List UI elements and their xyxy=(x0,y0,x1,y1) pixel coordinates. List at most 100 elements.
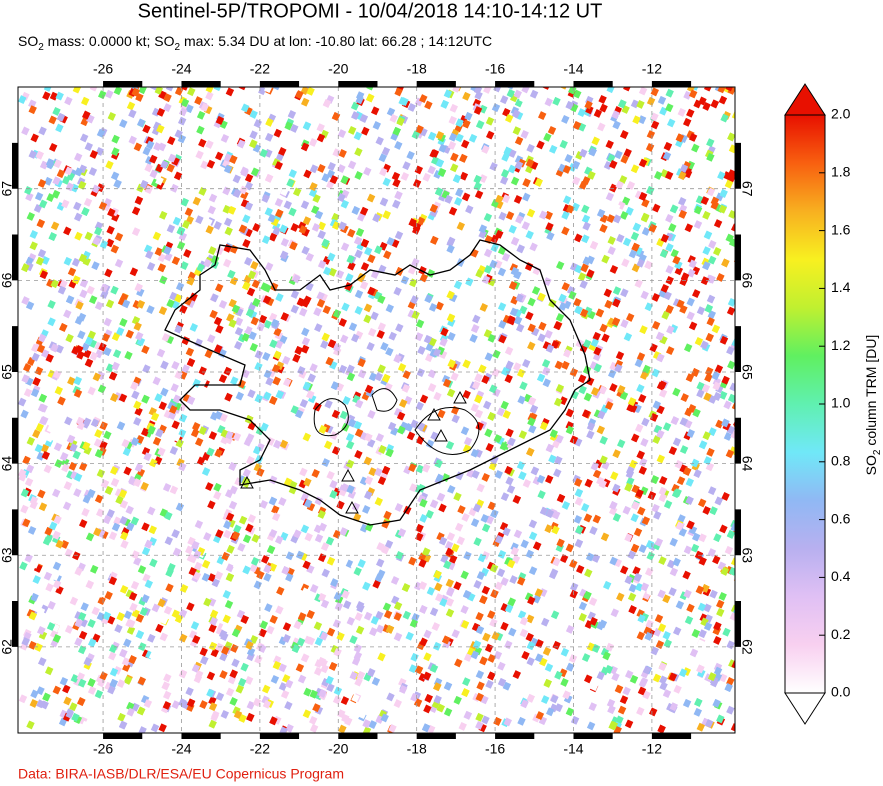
pixel xyxy=(270,318,280,328)
pixel xyxy=(574,497,584,506)
pixel xyxy=(481,375,490,385)
pixel xyxy=(359,113,368,123)
pixel xyxy=(353,651,363,661)
pixel xyxy=(481,472,490,482)
pixel xyxy=(353,566,362,576)
pixel xyxy=(556,493,566,503)
pixel xyxy=(23,686,33,696)
pixel xyxy=(629,674,639,684)
pixel xyxy=(321,458,330,468)
pixel xyxy=(264,173,274,183)
pixel xyxy=(147,425,156,435)
pixel xyxy=(160,387,169,397)
pixel xyxy=(149,458,158,468)
pixel xyxy=(113,179,122,189)
pixel xyxy=(516,244,525,254)
pixel xyxy=(438,143,447,153)
pixel xyxy=(504,640,513,650)
pixel xyxy=(537,292,546,302)
pixel xyxy=(51,572,60,581)
pixel xyxy=(725,87,734,92)
pixel xyxy=(368,720,377,730)
pixel xyxy=(64,624,74,634)
pixel xyxy=(561,500,571,510)
pixel xyxy=(25,192,34,202)
pixel xyxy=(477,553,487,563)
pixel xyxy=(30,559,40,569)
pixel xyxy=(588,702,597,712)
pixel xyxy=(636,352,646,362)
pixel xyxy=(178,413,188,423)
pixel xyxy=(684,615,694,625)
pixel xyxy=(278,682,288,692)
pixel xyxy=(565,408,574,418)
pixel xyxy=(453,280,463,290)
pixel xyxy=(546,707,555,717)
pixel xyxy=(447,236,456,246)
pixel xyxy=(542,87,551,90)
pixel xyxy=(309,689,318,699)
pixel xyxy=(49,91,59,101)
pixel xyxy=(542,646,552,656)
volcano xyxy=(341,468,355,482)
pixel xyxy=(617,439,626,449)
pixel xyxy=(649,343,658,353)
pixel xyxy=(517,576,526,586)
pixel xyxy=(319,631,329,641)
pixel xyxy=(107,208,116,218)
pixel xyxy=(185,686,194,696)
pixel xyxy=(194,338,203,348)
pixel xyxy=(652,435,661,445)
colorbar-over xyxy=(784,83,826,116)
pixel xyxy=(265,262,274,272)
pixel xyxy=(218,299,228,309)
pixel xyxy=(232,174,241,184)
pixel xyxy=(619,211,629,220)
pixel xyxy=(665,171,674,180)
pixel xyxy=(254,362,263,372)
pixel xyxy=(340,242,350,252)
pixel xyxy=(91,606,100,616)
pixel xyxy=(250,316,259,326)
pixel xyxy=(552,557,561,567)
pixel xyxy=(87,678,96,688)
pixel xyxy=(519,628,528,638)
pixel xyxy=(485,442,494,452)
pixel xyxy=(130,580,140,590)
pixel xyxy=(663,141,673,151)
pixel xyxy=(134,283,143,293)
pixel xyxy=(575,525,584,535)
pixel xyxy=(435,158,445,168)
pixel xyxy=(321,332,330,342)
pixel xyxy=(505,476,514,486)
pixel xyxy=(208,193,218,203)
pixel xyxy=(206,159,216,169)
pixel xyxy=(698,556,707,566)
pixel xyxy=(522,358,531,368)
pixel xyxy=(206,671,216,681)
pixel xyxy=(332,309,342,319)
pixel xyxy=(516,461,526,470)
pixel xyxy=(462,677,471,687)
pixel xyxy=(21,637,30,647)
pixel xyxy=(334,602,344,611)
pixel xyxy=(440,327,449,337)
pixel xyxy=(209,309,218,319)
pixel xyxy=(601,333,610,343)
pixel xyxy=(273,439,282,449)
pixel xyxy=(583,590,592,600)
pixel xyxy=(668,446,678,456)
pixel xyxy=(526,656,535,666)
pixel xyxy=(623,87,632,92)
pixel xyxy=(359,476,369,486)
pixel xyxy=(157,447,166,457)
pixel xyxy=(651,503,660,513)
pixel xyxy=(331,409,341,419)
pixel xyxy=(655,331,665,341)
pixel xyxy=(242,534,252,544)
pixel xyxy=(497,302,507,312)
pixel xyxy=(353,236,363,246)
pixel xyxy=(652,673,662,683)
pixel xyxy=(708,239,717,249)
pixel xyxy=(673,626,682,636)
